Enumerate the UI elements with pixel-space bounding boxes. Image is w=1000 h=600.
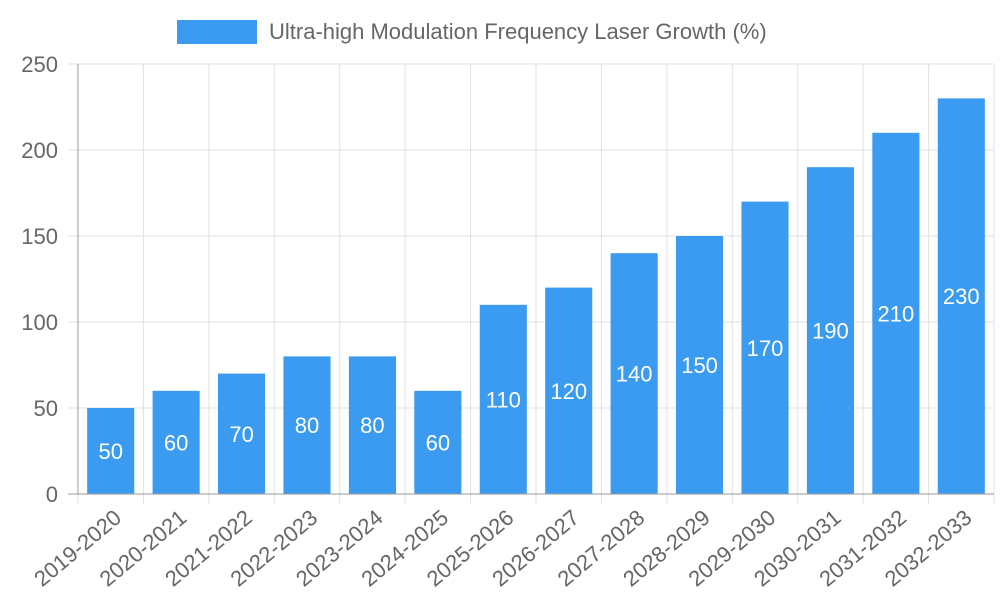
bar-2024-2025[interactable]: [414, 390, 462, 494]
bar-2022-2023[interactable]: [283, 356, 331, 494]
y-axis-ticks: 0 50 100 150 200 250: [21, 52, 58, 507]
bar-2027-2028[interactable]: [610, 253, 658, 494]
y-tick-label: 50: [34, 396, 58, 421]
bar-value-label: 50: [98, 439, 122, 464]
bar-value-labels: 50 60 70 80 80 60 110 120 140 150 170 190 210 230: [98, 284, 979, 464]
y-tick-label: 200: [21, 138, 58, 163]
y-tick-label: 0: [46, 482, 58, 507]
vertical-grid-lines: [77, 64, 995, 504]
bar-value-label: 80: [295, 413, 319, 438]
bar-value-label: 190: [812, 319, 849, 344]
bar-2021-2022[interactable]: [218, 373, 266, 494]
bar-2019-2020[interactable]: [87, 408, 135, 494]
bar-2025-2026[interactable]: [479, 304, 527, 494]
bar-2023-2024[interactable]: [348, 356, 396, 494]
bar-2020-2021[interactable]: [152, 390, 200, 494]
legend[interactable]: Ultra-high Modulation Frequency Laser Gr…: [177, 19, 767, 44]
legend-label[interactable]: Ultra-high Modulation Frequency Laser Gr…: [269, 19, 767, 44]
bar-2030-2031[interactable]: [806, 167, 854, 494]
bar-value-label: 70: [229, 422, 253, 447]
bar-value-label: 60: [164, 430, 188, 455]
bar-series: [87, 98, 985, 495]
y-tick-label: 100: [21, 310, 58, 335]
bar-value-label: 230: [943, 284, 980, 309]
y-tick-label: 250: [21, 52, 58, 77]
legend-swatch[interactable]: [177, 20, 257, 44]
bar-2031-2032[interactable]: [872, 132, 920, 495]
bar-2032-2033[interactable]: [937, 98, 985, 495]
bar-value-label: 150: [681, 353, 718, 378]
bar-value-label: 120: [550, 379, 587, 404]
bar-2028-2029[interactable]: [676, 236, 724, 494]
bar-value-label: 80: [360, 413, 384, 438]
bar-value-label: 210: [877, 301, 914, 326]
axes: [68, 64, 994, 495]
y-tick-label: 150: [21, 224, 58, 249]
bar-value-label: 60: [426, 430, 450, 455]
x-axis-ticks: 2019-20202020-20212021-20222022-20232023…: [29, 505, 976, 592]
bar-value-label: 110: [486, 387, 521, 412]
horizontal-grid-lines: [68, 63, 994, 495]
bar-2026-2027[interactable]: [545, 287, 593, 494]
bar-value-label: 170: [747, 336, 784, 361]
bar-value-label: 140: [616, 362, 653, 387]
bar-2029-2030[interactable]: [741, 201, 789, 494]
